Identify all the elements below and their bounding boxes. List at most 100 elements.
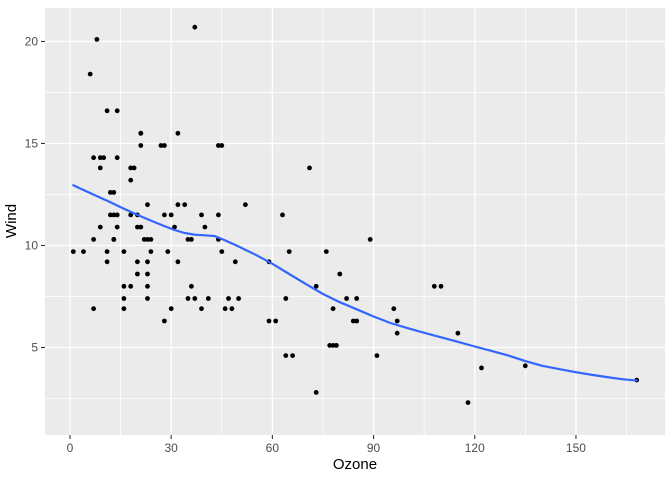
data-point	[97, 224, 103, 230]
data-point	[101, 155, 107, 161]
data-point	[330, 306, 336, 312]
panel-background	[45, 8, 665, 435]
data-point	[438, 283, 444, 289]
data-point	[145, 259, 150, 265]
data-point	[229, 306, 235, 312]
y-axis-title: Wind	[3, 204, 20, 238]
data-point	[81, 249, 86, 255]
data-point	[108, 190, 113, 195]
data-point	[189, 237, 194, 242]
data-point	[70, 249, 76, 255]
data-point	[202, 224, 208, 230]
data-point	[111, 237, 117, 242]
data-point	[479, 365, 484, 371]
x-tick-label: 90	[367, 441, 381, 455]
data-point	[175, 130, 181, 136]
data-point	[94, 37, 100, 42]
data-point	[158, 143, 164, 148]
data-point	[135, 259, 140, 265]
data-point	[135, 271, 140, 277]
data-point	[135, 224, 140, 230]
data-point	[327, 343, 333, 348]
data-point	[175, 259, 181, 265]
data-point	[226, 296, 231, 301]
data-point	[138, 143, 144, 148]
data-point	[219, 249, 225, 255]
data-point	[148, 237, 154, 242]
data-point	[162, 143, 167, 148]
data-point	[344, 296, 349, 301]
data-point	[354, 296, 360, 301]
data-point	[283, 353, 289, 358]
data-point	[216, 212, 221, 218]
data-point	[337, 271, 343, 277]
data-point	[104, 259, 110, 265]
data-point	[391, 306, 397, 312]
data-point	[185, 296, 191, 301]
data-point	[236, 296, 242, 301]
data-point	[216, 143, 221, 148]
data-point	[455, 330, 461, 336]
x-axis-tick-labels: 0 30 60 90 120 150	[67, 441, 587, 455]
data-point	[138, 130, 144, 136]
data-point	[334, 343, 339, 348]
data-point	[128, 212, 134, 218]
data-point	[465, 400, 471, 405]
data-point	[394, 318, 400, 324]
data-point	[323, 249, 329, 255]
data-point	[199, 212, 204, 218]
y-axis-tick-labels: 5 10 15 20	[25, 34, 39, 354]
data-point	[165, 249, 171, 255]
data-point	[131, 165, 137, 171]
data-point	[121, 306, 127, 312]
data-point	[162, 212, 167, 218]
data-point	[145, 283, 150, 289]
x-axis-title: Ozone	[333, 456, 377, 473]
data-point	[114, 108, 120, 114]
data-point	[222, 306, 228, 312]
data-point	[145, 202, 150, 208]
y-tick-label: 10	[25, 238, 39, 252]
y-tick-label: 20	[25, 34, 39, 48]
data-point	[307, 165, 312, 171]
data-point	[330, 343, 336, 348]
data-point	[87, 71, 93, 77]
x-tick-label: 120	[465, 441, 485, 455]
data-point	[145, 271, 150, 277]
data-point	[114, 224, 120, 230]
data-point	[111, 190, 117, 195]
data-point	[128, 177, 134, 183]
data-point	[189, 283, 194, 289]
data-point	[121, 296, 127, 301]
data-point	[367, 237, 373, 242]
x-tick-label: 0	[67, 441, 74, 455]
data-point	[280, 212, 285, 218]
y-tick-label: 5	[31, 340, 38, 354]
data-point	[286, 249, 292, 255]
data-point	[145, 237, 150, 242]
data-point	[266, 318, 272, 324]
data-point	[145, 296, 150, 301]
x-tick-label: 60	[266, 441, 280, 455]
data-point	[104, 249, 110, 255]
data-point	[104, 108, 110, 114]
x-tick-label: 30	[164, 441, 178, 455]
major-gridlines	[45, 8, 665, 435]
data-point	[148, 249, 154, 255]
data-point	[313, 283, 319, 289]
data-point	[182, 202, 188, 208]
x-tick-label: 150	[566, 441, 586, 455]
data-point	[192, 24, 198, 30]
data-point	[114, 155, 120, 161]
data-point	[91, 155, 96, 161]
data-point	[128, 165, 134, 171]
smooth-line	[72, 184, 638, 382]
data-point	[219, 143, 225, 148]
data-point	[111, 212, 117, 218]
data-point	[350, 318, 356, 324]
data-point	[141, 237, 147, 242]
data-point	[290, 353, 295, 358]
data-point	[91, 237, 96, 242]
